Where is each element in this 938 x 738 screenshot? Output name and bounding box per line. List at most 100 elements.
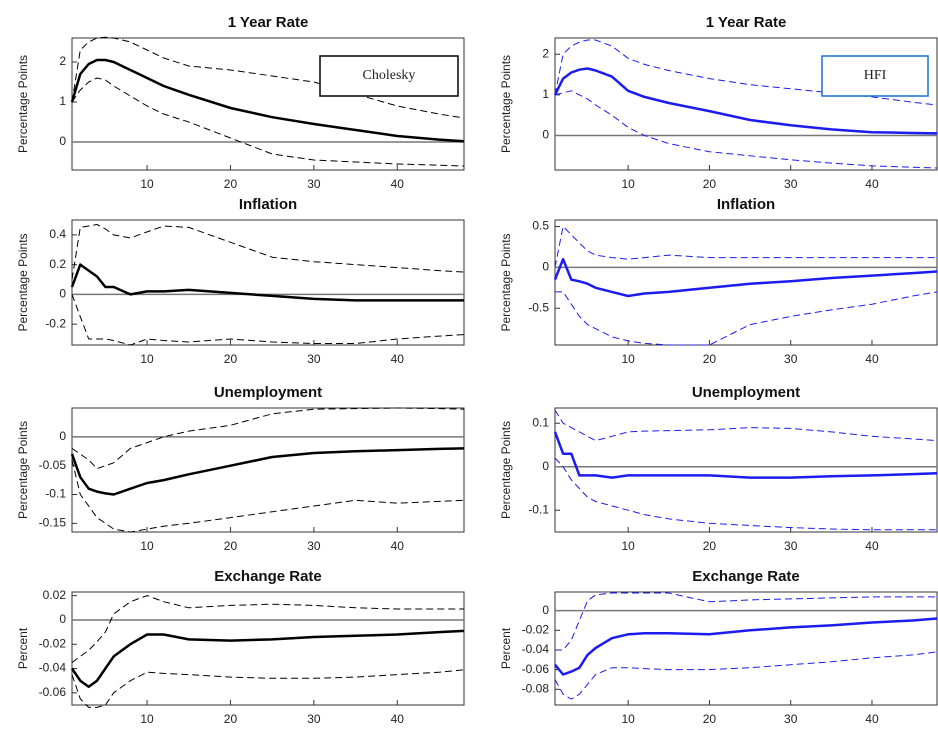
x-tick-label: 40: [391, 177, 405, 191]
y-tick-label: -0.2: [45, 316, 66, 330]
x-tick-label: 20: [703, 712, 717, 726]
x-tick-label: 10: [140, 352, 154, 366]
panel: Exchange Rate Percent 10 20 30 40 -0.06 -0.04 -0…: [16, 568, 465, 726]
y-tick-label: -0.1: [45, 487, 66, 501]
x-tick-label: 10: [140, 539, 154, 553]
response-line: [70, 629, 465, 689]
response-line: [553, 67, 938, 135]
y-tick-label: -0.05: [39, 458, 67, 472]
confidence-band: [554, 409, 938, 442]
x-tick-label: 30: [307, 712, 321, 726]
response-line: [70, 58, 465, 143]
confidence-band: [554, 90, 938, 169]
y-tick-label: -0.06: [39, 685, 67, 699]
y-tick-label: -0.08: [522, 681, 550, 695]
plot-frame: [71, 407, 465, 533]
response-line: [70, 263, 464, 302]
y-tick-label: 0.02: [43, 588, 67, 602]
chart-title: Exchange Rate: [692, 568, 800, 585]
panel: Unemployment Percentage Points 10 20 30 40 -0.…: [499, 384, 938, 553]
confidence-band: [71, 77, 465, 167]
x-tick-label: 20: [224, 177, 238, 191]
y-tick-label: 0: [542, 603, 549, 617]
y-axis-label: Percentage Points: [16, 55, 30, 153]
x-tick-label: 40: [391, 712, 405, 726]
x-tick-label: 40: [865, 352, 879, 366]
y-tick-label: 0: [59, 612, 66, 626]
y-tick-label: 0.4: [49, 227, 66, 241]
y-tick-label: -0.02: [522, 622, 550, 636]
x-tick-label: 10: [621, 177, 635, 191]
confidence-band: [555, 592, 937, 651]
x-tick-label: 20: [703, 539, 717, 553]
x-tick-label: 10: [621, 539, 635, 553]
y-tick-label: -0.06: [522, 662, 550, 676]
confidence-band: [71, 294, 465, 346]
annotation-box: [319, 55, 459, 97]
x-tick-label: 40: [865, 712, 879, 726]
y-axis-label: Percentage Points: [499, 421, 513, 519]
x-tick-label: 30: [307, 539, 321, 553]
confidence-band: [555, 291, 938, 346]
y-tick-label: 0: [542, 128, 549, 142]
y-tick-label: 0: [542, 459, 549, 473]
y-tick-label: -0.02: [39, 636, 67, 650]
chart-title: 1 Year Rate: [706, 14, 787, 31]
y-tick-label: 0.1: [532, 415, 549, 429]
x-tick-label: 20: [224, 712, 238, 726]
annotation: HFI: [864, 68, 887, 83]
plot-frame: [554, 407, 938, 533]
chart-title: Inflation: [239, 196, 297, 213]
chart-title: Unemployment: [692, 384, 800, 401]
y-axis-label: Percent: [16, 627, 30, 669]
y-tick-label: -0.15: [39, 516, 67, 530]
response-line: [554, 617, 938, 676]
y-tick-label: -0.04: [39, 661, 67, 675]
x-tick-label: 10: [140, 177, 154, 191]
confidence-band: [71, 459, 465, 533]
plot-frame: [71, 219, 465, 346]
x-tick-label: 20: [224, 539, 238, 553]
y-tick-label: 1: [59, 94, 66, 108]
x-tick-label: 20: [224, 352, 238, 366]
x-tick-label: 40: [391, 539, 405, 553]
plot-frame: [554, 591, 938, 706]
annotation: Cholesky: [363, 68, 416, 83]
y-tick-label: 0.2: [49, 257, 66, 271]
y-tick-label: 2: [542, 46, 549, 60]
y-tick-label: 0: [59, 429, 66, 443]
response-line: [553, 257, 938, 298]
x-tick-label: 20: [703, 177, 717, 191]
y-tick-label: 1: [542, 87, 549, 101]
y-tick-label: 0.5: [532, 219, 549, 233]
x-tick-label: 30: [784, 352, 798, 366]
confidence-band: [71, 407, 465, 470]
confidence-band: [71, 36, 465, 119]
panel: Unemployment Percentage Points 10 20 30 40 -0.…: [16, 384, 465, 553]
x-tick-label: 10: [621, 352, 635, 366]
y-axis-label: Percentage Points: [16, 421, 30, 519]
chart-title: Unemployment: [214, 384, 322, 401]
x-tick-label: 10: [140, 712, 154, 726]
y-tick-label: -0.04: [522, 642, 550, 656]
x-tick-label: 20: [703, 352, 717, 366]
plot-frame: [71, 37, 465, 171]
x-tick-label: 40: [865, 177, 879, 191]
y-axis-label: Percentage Points: [499, 55, 513, 153]
y-tick-label: 0: [59, 287, 66, 301]
annotation-box: [821, 55, 929, 97]
y-axis-label: Percentage Points: [16, 233, 30, 331]
x-tick-label: 30: [784, 712, 798, 726]
x-tick-label: 40: [865, 539, 879, 553]
panel: 1 Year Rate Percentage Points 10 20 30 40 0 1 2 H…: [499, 14, 938, 191]
chart-title: 1 Year Rate: [228, 14, 309, 31]
panel: 1 Year Rate Percentage Points 10 20 30 40 0 1 2 C…: [16, 14, 465, 191]
y-tick-label: 0: [59, 134, 66, 148]
confidence-band: [71, 669, 465, 708]
x-tick-label: 30: [784, 177, 798, 191]
y-axis-label: Percentage Points: [499, 233, 513, 331]
y-tick-label: 0: [542, 260, 549, 274]
plot-frame: [554, 219, 938, 346]
chart-title: Exchange Rate: [214, 568, 322, 585]
